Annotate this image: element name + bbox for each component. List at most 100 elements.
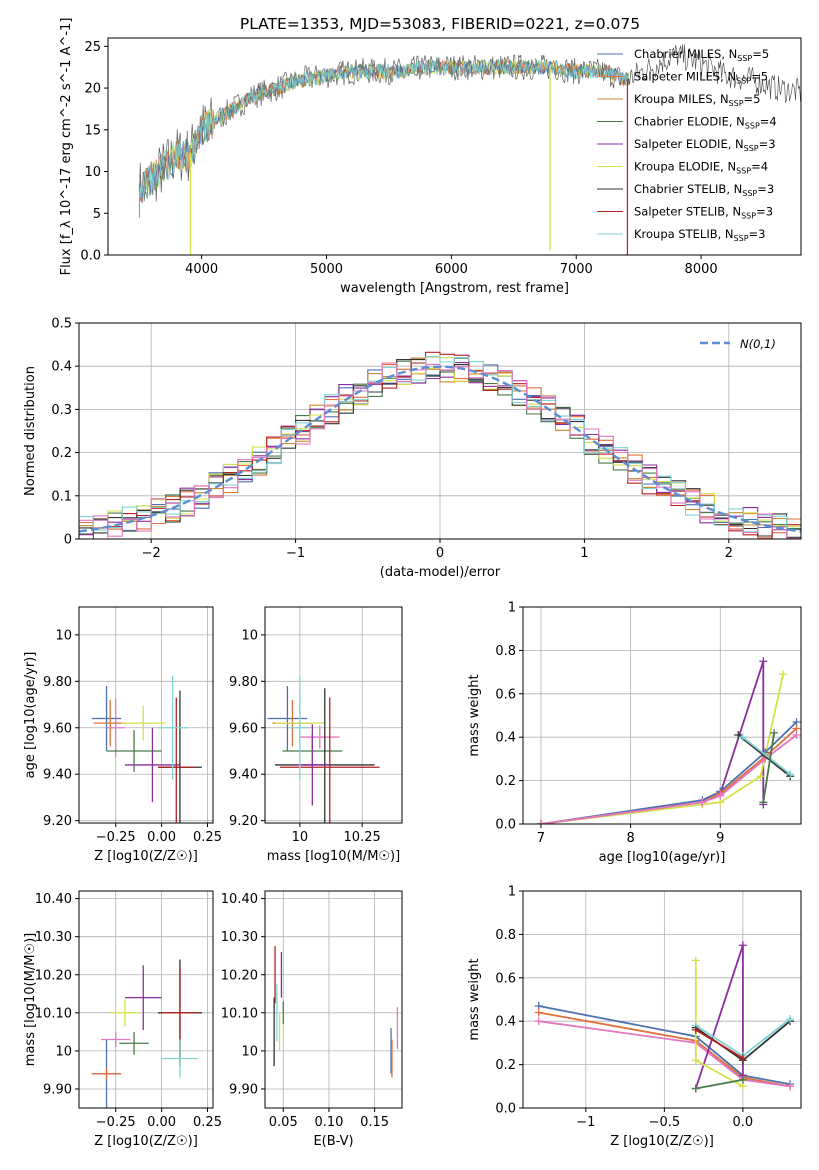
y-tick-label: 0.2 [495, 774, 516, 789]
data-point-marker [698, 798, 707, 807]
y-axis-label: mass [log10(M/M☉)] [23, 933, 38, 1066]
data-point-marker [536, 820, 545, 824]
x-axis-label: E(B-V) [313, 1134, 353, 1149]
y-tick-label: 10 [84, 165, 101, 180]
legend-entry: Kroupa STELIB, NSSP=3 [634, 227, 765, 243]
weight-series-line [540, 674, 784, 824]
weight-series-line [694, 945, 744, 1089]
plot-area [273, 946, 399, 1078]
data-point-marker [759, 798, 768, 807]
x-tick-label: 0.10 [314, 1115, 343, 1130]
y-tick-label: 10 [241, 1044, 258, 1059]
data-point-marker [786, 1015, 795, 1024]
x-axis-label: Z [log10(Z/Z☉)] [94, 1134, 198, 1149]
weight-series-line [737, 734, 791, 778]
y-tick-label: 9.90 [43, 1082, 72, 1097]
y-tick-label: 5 [93, 207, 101, 222]
x-tick-label: 0.15 [360, 1115, 389, 1130]
plot-frame [522, 606, 802, 825]
y-tick-label: 10.10 [35, 1006, 72, 1021]
y-tick-label: 15 [84, 123, 101, 138]
y-tick-label: 0.1 [51, 489, 72, 504]
y-tick-label: 0 [64, 533, 72, 548]
plot-frame [78, 890, 214, 1109]
legend-entry: Salpeter MILES, NSSP=5 [634, 70, 768, 86]
y-tick-label: 9.20 [43, 814, 72, 829]
y-tick-label: 9.80 [229, 675, 258, 690]
y-tick-label: 9.60 [229, 721, 258, 736]
x-tick-label: 8000 [685, 262, 718, 277]
plot-frame [522, 890, 802, 1109]
y-tick-label: 0.8 [495, 928, 516, 943]
plot-frame [78, 606, 214, 824]
x-axis-label: mass [log10(M/M☉)] [267, 849, 400, 864]
data-point-marker [756, 772, 765, 781]
x-axis-label: age [log10(age/yr)] [599, 850, 726, 865]
x-tick-label: 0 [436, 546, 444, 561]
x-tick-label: 0.00 [147, 830, 176, 845]
y-axis-label: mass weight [467, 958, 482, 1040]
y-tick-label: 0.3 [51, 403, 72, 418]
x-tick-label: 6000 [435, 262, 468, 277]
x-tick-label: −1 [576, 1115, 595, 1130]
y-tick-label: 0.8 [495, 644, 516, 659]
x-tick-label: 0.25 [193, 830, 222, 845]
data-point-marker [786, 770, 795, 779]
x-axis-label: Z [log10(Z/Z☉)] [610, 1134, 714, 1149]
chart-weight-vs-age: 7 8 9 0.0 0.2 0.4 0.6 0.8 1 age [log10(age/yr)] ma… [467, 601, 802, 865]
legend-entry: Kroupa MILES, NSSP=5 [634, 92, 760, 108]
legend-entry: Kroupa ELODIE, NSSP=4 [634, 160, 768, 176]
x-tick-label: 7 [537, 831, 545, 846]
y-tick-label: 0.2 [495, 1058, 516, 1073]
x-tick-label: 7000 [560, 262, 593, 277]
data-point-marker [786, 1082, 795, 1091]
y-tick-label: 0.6 [495, 971, 516, 986]
y-tick-label: 0.6 [495, 687, 516, 702]
data-point-marker [738, 1054, 747, 1063]
y-tick-label: 9.90 [229, 1082, 258, 1097]
x-tick-label: 9 [716, 831, 724, 846]
x-tick-label: 0.0 [733, 1115, 754, 1130]
plot-area [534, 941, 795, 1093]
data-point-marker [738, 733, 747, 742]
y-tick-label: 10 [241, 628, 258, 643]
x-tick-label: 4000 [185, 262, 218, 277]
weight-series-line [538, 1005, 791, 1085]
data-point-marker [691, 1084, 700, 1093]
data-point-marker [691, 1056, 700, 1065]
legend-entry: N(0,1) [740, 337, 776, 351]
plot-area [91, 959, 202, 1108]
x-tick-label: −2 [142, 546, 161, 561]
chart-age-vs-Z: −0.25 0.00 0.25 9.20 9.40 9.60 9.80 10 Z [log10(… [23, 606, 222, 864]
y-tick-label: 10.30 [221, 930, 258, 945]
data-point-marker [759, 657, 768, 666]
normal-curve [79, 365, 801, 533]
chart-age-vs-mass: 10 10.25 9.20 9.40 9.60 9.80 10 mass [log10(M/M… [229, 606, 403, 864]
data-point-marker [716, 791, 725, 800]
y-tick-label: 9.20 [229, 814, 258, 829]
plot-frame [107, 37, 802, 256]
y-tick-label: 0.4 [495, 1015, 516, 1030]
weight-series-line [762, 732, 775, 803]
y-tick-label: 0.0 [495, 818, 516, 833]
legend-entry: Chabrier MILES, NSSP=5 [634, 47, 769, 63]
plot-area [79, 351, 801, 539]
data-point-marker [738, 1075, 747, 1084]
plot-frame [78, 322, 802, 540]
x-tick-label: 8 [626, 831, 634, 846]
plot-area [138, 44, 801, 255]
spectrum-series-line [138, 59, 630, 199]
chart-spectrum: 4000 5000 6000 7000 8000 0.0 5 10 15 20 25 waveleng… [59, 18, 802, 296]
x-tick-label: −1 [286, 546, 305, 561]
y-tick-label: 10.40 [221, 892, 258, 907]
y-tick-label: 10.30 [35, 930, 72, 945]
y-tick-label: 1 [508, 601, 516, 616]
residual-histogram [79, 356, 801, 539]
x-tick-label: −0.25 [96, 1115, 136, 1130]
y-tick-label: 9.60 [43, 721, 72, 736]
y-tick-label: 10.10 [221, 1006, 258, 1021]
legend-entry: Salpeter STELIB, NSSP=3 [634, 205, 773, 221]
y-tick-label: 10.40 [35, 892, 72, 907]
chart-weight-vs-Z: −1 −0.5 0.0 0.0 0.2 0.4 0.6 0.8 1 Z [log10(Z/Z☉)]… [467, 885, 802, 1149]
y-axis-label: Normed distribution [23, 366, 38, 496]
